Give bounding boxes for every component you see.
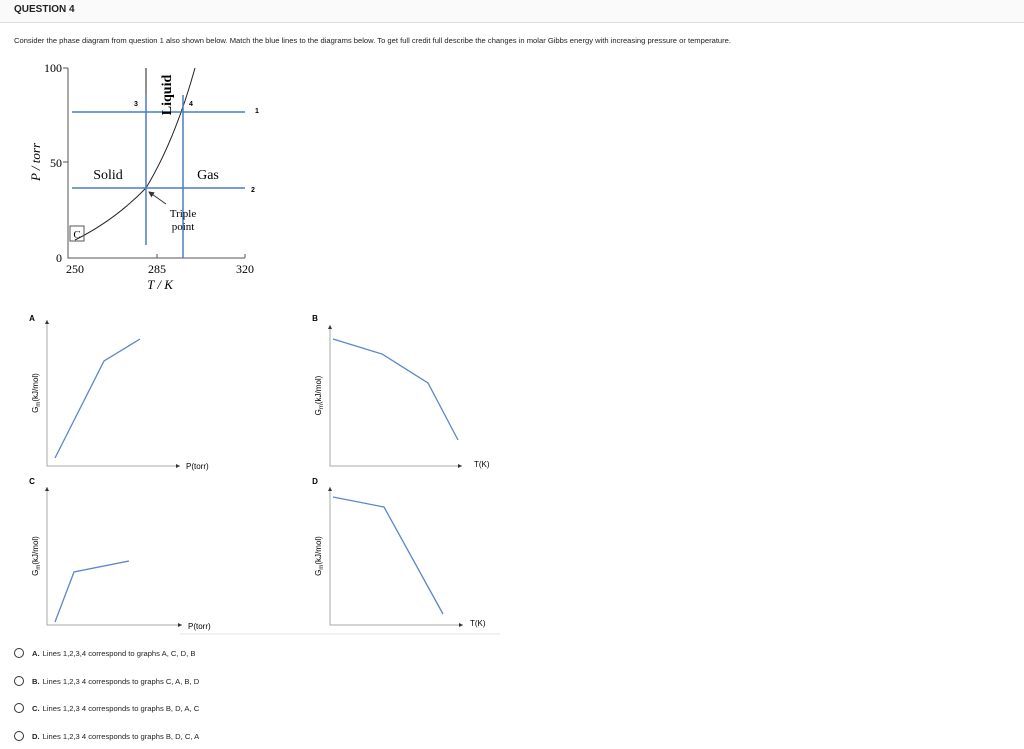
graph-label: A (29, 314, 35, 323)
option-text: Lines 1,2,3 4 corresponds to graphs B, D… (42, 731, 200, 741)
arrow (148, 191, 167, 205)
region-label: Solid (93, 168, 123, 183)
header-title: QUESTION 4 (14, 4, 75, 15)
y-label: P / torr (28, 142, 43, 182)
option-letter: C. (32, 703, 40, 713)
y-label: Gm(kJ/mol) (314, 536, 325, 576)
tick-label: 320 (236, 262, 254, 276)
header: QUESTION 4 (0, 0, 1024, 23)
triple-label: point (172, 221, 195, 233)
curve (332, 496, 444, 615)
arrowhead (45, 487, 182, 627)
line-label: 1 (255, 108, 259, 115)
region-label: Liquid (160, 75, 175, 116)
line-label: 2 (251, 187, 255, 194)
tick-label: 0 (56, 251, 62, 265)
axes (329, 325, 462, 467)
option-letter: D. (32, 731, 40, 741)
x-label: T(K) (470, 619, 486, 628)
sketch-graph: B T(K) Gm(kJ/mol) (312, 314, 490, 469)
y-label: Gm(kJ/mol) (314, 375, 325, 415)
curve (332, 338, 459, 441)
option-text: Lines 1,2,3,4 correspond to graphs A, C,… (42, 648, 196, 658)
phase-diagram: 100 50 0 250 285 320 T / K P / torr 1 2 … (28, 61, 259, 292)
y-label-sub: m (319, 565, 325, 570)
y-label: Gm(kJ/mol) (31, 536, 42, 576)
axes (46, 487, 182, 626)
graph-label: C (29, 477, 35, 486)
question-text: Consider the phase diagram from question… (14, 36, 732, 45)
arrowhead (328, 487, 463, 627)
x-label: P(torr) (188, 622, 211, 631)
graph-label: B (312, 314, 318, 323)
option-text: Lines 1,2,3 4 corresponds to graphs C, A… (42, 676, 200, 686)
blue-lines (72, 95, 245, 258)
y-label-rest: (kJ/mol) (314, 536, 323, 565)
critical-label: C (73, 229, 80, 241)
option-letter: A. (32, 648, 40, 658)
sketch-graph: D T(K) Gm(kJ/mol) (312, 477, 486, 628)
x-label: T(K) (474, 460, 490, 469)
triple-label: Triple (170, 208, 197, 220)
option-letter: B. (32, 676, 40, 686)
curve (54, 560, 130, 623)
y-label: Gm(kJ/mol) (31, 373, 42, 413)
graph-label: D (312, 477, 318, 486)
y-label-main: G (31, 570, 40, 576)
axes (63, 67, 246, 259)
y-label-main: G (314, 570, 323, 576)
y-label-sub: m (319, 404, 325, 409)
y-label-main: G (314, 409, 323, 415)
option-text: Lines 1,2,3 4 corresponds to graphs B, D… (42, 703, 200, 713)
arrowhead (45, 320, 180, 468)
c-box (69, 225, 85, 242)
sketch-graph: A P(torr) Gm(kJ/mol) (29, 314, 209, 471)
tick-label: 100 (44, 61, 62, 75)
tick-label: 50 (50, 156, 62, 170)
option[interactable]: B. Lines 1,2,3 4 corresponds to graphs C,… (14, 676, 199, 686)
option[interactable]: C. Lines 1,2,3 4 corresponds to graphs B,… (14, 703, 199, 713)
tick-label: 285 (148, 262, 166, 276)
y-label-sub: m (36, 565, 42, 570)
y-label-rest: (kJ/mol) (31, 536, 40, 565)
axes (46, 320, 180, 467)
y-label-sub: m (36, 402, 42, 407)
x-label: P(torr) (186, 462, 209, 471)
line-label: 3 (134, 101, 138, 108)
y-label-main: G (31, 407, 40, 413)
y-label-rest: (kJ/mol) (314, 375, 323, 404)
sketch-graph: C P(torr) Gm(kJ/mol) (29, 477, 211, 631)
option[interactable]: A. Lines 1,2,3,4 correspond to graphs A, … (14, 648, 195, 658)
curve (54, 338, 141, 459)
region-label: Gas (197, 168, 219, 183)
x-label: T / K (147, 277, 174, 292)
line-label: 4 (189, 101, 193, 108)
y-label-rest: (kJ/mol) (31, 373, 40, 402)
axes (329, 487, 463, 626)
tick-label: 250 (66, 262, 84, 276)
option[interactable]: D. Lines 1,2,3 4 corresponds to graphs B,… (14, 731, 199, 741)
arrowhead (328, 325, 462, 468)
